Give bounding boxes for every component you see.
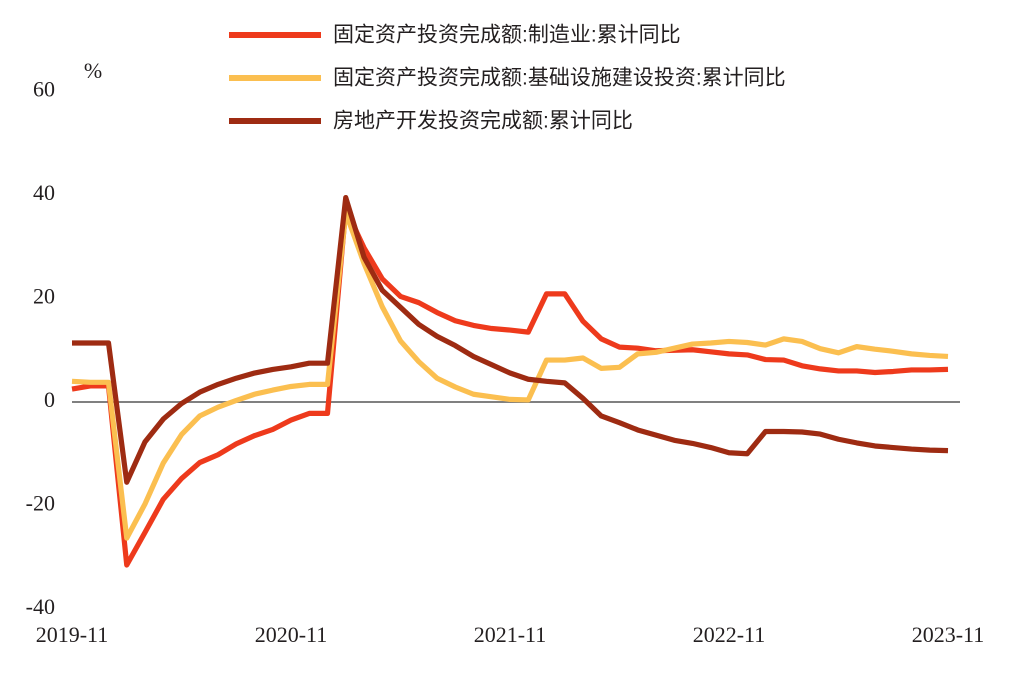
y-tick-label: -20 [26,491,55,516]
series-lines [71,194,949,568]
y-axis-unit: % [84,58,102,83]
x-tick-label: 2019-11 [36,622,109,647]
x-tick-label: 2021-11 [474,622,547,647]
y-tick-label: 0 [44,387,55,412]
x-tick-label: 2022-11 [693,622,766,647]
y-axis-ticks: 60 40 20 0 -20 -40 [26,77,55,620]
series-line-3 [72,194,949,485]
chart-legend: 固定资产投资完成额:制造业:累计同比固定资产投资完成额:基础设施建设投资:累计同… [229,24,786,133]
y-tick-label: 40 [33,180,55,205]
legend-label-3[interactable]: 房地产开发投资完成额:累计同比 [333,110,633,133]
series-line-2 [71,209,949,541]
x-tick-label: 2020-11 [255,622,328,647]
legend-label-2[interactable]: 固定资产投资完成额:基础设施建设投资:累计同比 [333,67,786,90]
x-tick-label: 2023-11 [912,622,985,647]
y-axis-unit-label: % [84,58,102,83]
y-tick-label: 20 [33,284,55,309]
legend-label-1[interactable]: 固定资产投资完成额:制造业:累计同比 [333,24,681,47]
y-tick-label: 60 [33,77,55,102]
series-line-1 [71,206,949,568]
y-tick-label: -40 [26,594,55,619]
x-axis-ticks: 2019-11 2020-11 2021-11 2022-11 2023-11 [36,622,985,647]
